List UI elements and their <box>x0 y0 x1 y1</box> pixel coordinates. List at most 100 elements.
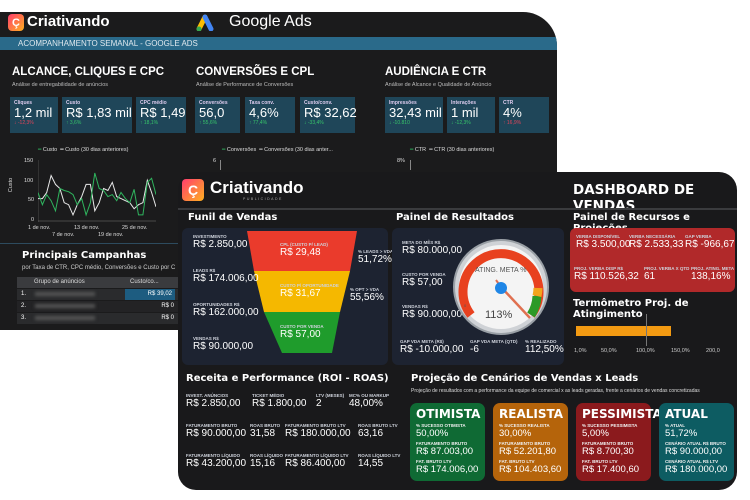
chart-legend: ━ Conversões ━ Conversões (30 dias anter… <box>222 147 333 153</box>
kpi-label: Cliques <box>14 100 33 106</box>
scenario-name: PESSIMISTA <box>582 407 662 421</box>
scenarios-title: Projeção de Cenários de Vendas x Leads <box>411 373 639 384</box>
metric-value: R$ 90.000,00 <box>186 428 247 439</box>
result-metric: Vendas R$ R$ 90.000,00 <box>402 304 462 320</box>
metric-value: -6 <box>470 344 479 355</box>
kpi-label: Taxa conv. <box>249 100 275 106</box>
kpi-delta: ↓ -33,4% <box>304 120 324 126</box>
metric-label: Ticket médio <box>252 393 285 398</box>
metric-value: R$ 162.000,00 <box>193 307 259 318</box>
redacted-name <box>35 316 95 320</box>
section-subtitle: Análise de Performance de Conversões <box>196 82 294 88</box>
metric-value: 61 <box>644 271 656 282</box>
metric-value: R$ 80.000,00 <box>402 245 463 256</box>
metric-label: % OPT > VDA <box>350 287 380 292</box>
scenario-card-pessimista: PESSIMISTA % Sucesso pessimista 5,00% Fatur… <box>576 403 662 481</box>
resources-card <box>570 228 735 292</box>
y-tick: 6 <box>213 158 217 164</box>
kpi-value: 32,43 mil <box>389 105 442 120</box>
metric-value: 15,16 <box>250 458 276 469</box>
metric-value: R$ 174.006,00 <box>416 464 479 475</box>
result-metric: Meta do mês R$ R$ 80.000,00 <box>402 240 462 256</box>
row-number: 2. <box>21 303 27 309</box>
table-row[interactable]: 1. R$ 39,02 <box>17 289 180 300</box>
y-tick: 0 <box>31 217 35 223</box>
kpi-label: Custo <box>66 100 81 106</box>
table-row[interactable]: 3. R$ 0 <box>17 313 180 324</box>
result-metric: GAP VDA META (QTD) -6 <box>470 339 518 355</box>
funnel-metric: Leads R$ R$ 174.006,00 <box>193 268 259 284</box>
scenario-card-realista: REALISTA % Sucesso realista 30,00% Faturame… <box>493 403 568 481</box>
roi-metric: ROAS bruto LTV 63,16 <box>358 423 398 439</box>
campaigns-subtitle: por Taxa de CTR, CPC médio, Conversões e… <box>22 265 176 271</box>
google-ads-logo-icon <box>196 14 214 31</box>
resource-metric: GAP Verba R$ -966,67 <box>685 234 734 250</box>
metric-label: GAP VDA META (R$) <box>400 339 444 344</box>
metric-value: R$ -966,67 <box>685 239 735 250</box>
kpi-label: Impressões <box>389 100 417 106</box>
scenario-name: REALISTA <box>499 407 564 421</box>
goal-gauge <box>453 239 549 335</box>
thermometer-tick: 100,0% <box>636 348 655 354</box>
kpi-label: CTR <box>503 100 514 106</box>
y-tick: 100 <box>24 178 34 184</box>
table-row[interactable]: 2. R$ 0 <box>17 301 180 312</box>
gauge-value: 113% <box>485 309 513 321</box>
kpi-delta: ↓ -12,3% <box>451 120 471 126</box>
metric-value: R$ 87.003,00 <box>416 446 474 457</box>
scenario-name: OTIMISTA <box>416 407 481 421</box>
metric-value: R$ 2.850,00 <box>193 239 248 250</box>
funnel-metric: Oportunidades R$ R$ 162.000,00 <box>193 302 259 318</box>
cost-line-chart <box>38 160 156 222</box>
metric-value: R$ 180.000,00 <box>285 428 351 439</box>
metric-label: Fat. bruto LTV <box>582 459 618 464</box>
funnel-stage-sales <box>264 312 340 353</box>
metric-label: GAP Verba <box>685 234 712 239</box>
metric-value: R$ 104.403,60 <box>499 464 562 475</box>
kpi-value: R$ 32,62 <box>304 105 357 120</box>
kpi-card: Interações 1 mil ↓ -12,3% <box>447 97 495 133</box>
section-title: CONVERSÕES E CPL <box>196 66 315 78</box>
metric-label: Faturamento bruto <box>499 441 551 446</box>
gauge-hub <box>495 282 507 294</box>
metric-label: Vendas R$ <box>193 336 219 341</box>
roi-metric: LTV (meses) 2 <box>316 393 344 409</box>
metric-value: 30,00% <box>499 428 532 439</box>
metric-value: 112,50% <box>525 344 564 355</box>
kpi-delta: ↑ 3,6% <box>66 120 82 126</box>
funnel-stage-metric: CPL (Custo p/ lead) R$ 29,48 <box>280 242 328 258</box>
roi-metric: Invest. anúncios R$ 2.850,00 <box>186 393 241 409</box>
metric-value: R$ 90.000,00 <box>402 309 463 320</box>
metric-label: ROAS bruto LTV <box>358 423 398 428</box>
resource-metric: Proj. verba x qtd 61 <box>644 266 689 282</box>
axis <box>220 160 221 170</box>
dashboard-title: DASHBOARD DE VENDAS <box>573 182 695 214</box>
thermometer-bar <box>576 326 671 336</box>
metric-value: R$ 110.526,32 <box>574 271 639 282</box>
gauge-arc-green <box>527 295 542 318</box>
column-header[interactable]: Grupo de anúncios <box>34 279 85 285</box>
metric-label: ROAS bruto <box>250 423 281 428</box>
kpi-card: Custo/conv. R$ 32,62 ↓ -33,4% <box>300 97 357 133</box>
metric-label: Proj. ating. meta <box>691 266 735 271</box>
thermometer-tick: 200,0 <box>706 348 720 354</box>
column-header[interactable]: Custo/co... <box>130 279 159 285</box>
metric-label: % Sucesso otimista <box>416 423 466 428</box>
metric-value: 5,00% <box>582 428 609 439</box>
metric-label: % Leads > VDA <box>358 249 394 254</box>
metric-label: Vendas R$ <box>402 304 428 309</box>
funnel-stage-leads <box>247 231 357 271</box>
metric-value: R$ 17.400,60 <box>582 464 640 475</box>
metric-value: R$ 52.201,80 <box>499 446 557 457</box>
roi-metric: Faturamento bruto LTV R$ 180.000,00 <box>285 423 351 439</box>
metric-label: Meta do mês R$ <box>402 240 441 245</box>
kpi-label: CPC médio <box>140 100 167 106</box>
result-metric: % Realizado 112,50% <box>525 339 564 355</box>
metric-value: R$ 29,48 <box>280 247 321 258</box>
metric-label: GAP VDA META (QTD) <box>470 339 518 344</box>
metric-label: Verba disponível <box>576 234 621 239</box>
metric-label: Proj. verba disp R$ <box>574 266 624 271</box>
metric-value: 14,55 <box>358 458 384 469</box>
metric-label: MC% ou markup <box>349 393 389 398</box>
thermometer-title: Termômetro Proj. de Atingimento <box>573 298 689 320</box>
